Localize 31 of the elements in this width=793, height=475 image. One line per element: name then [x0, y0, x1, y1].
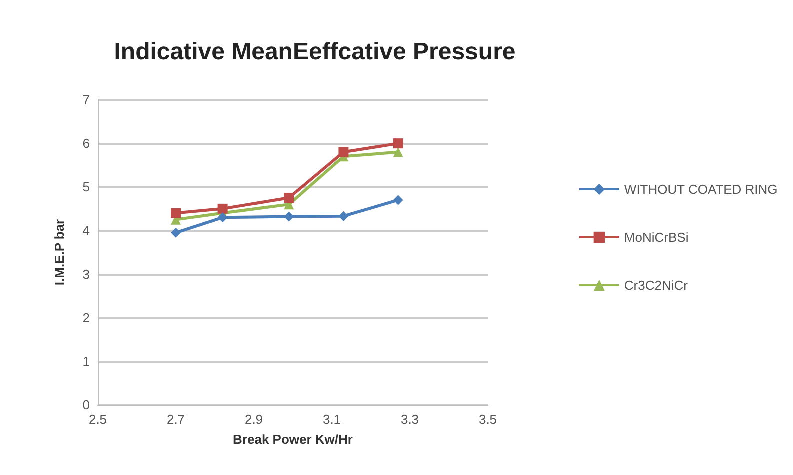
- y-tick-label: 6: [82, 136, 90, 152]
- y-tick-label: 4: [82, 223, 90, 238]
- point: [393, 147, 404, 158]
- legend-label: Cr3C2NiCr: [624, 278, 689, 293]
- y-tick-label: 5: [82, 180, 90, 195]
- point: [393, 138, 404, 149]
- point: [218, 204, 228, 214]
- point: [284, 193, 294, 204]
- x-axis-title: Break Power Kw/Hr: [233, 432, 353, 447]
- y-tick-label: 0: [82, 398, 90, 412]
- x-tick-label: 3.1: [322, 412, 342, 427]
- x-tick-label: 2.5: [88, 412, 108, 427]
- legend-label: WITHOUT COATED RING: [624, 182, 778, 197]
- chart-title: Indicative MeanEeffcative Pressure: [114, 38, 516, 66]
- y-tick-label: 1: [82, 354, 90, 369]
- point: [171, 228, 181, 238]
- x-tick-label: 3.3: [400, 412, 420, 427]
- x-tick-label: 2.9: [244, 412, 264, 427]
- y-tick-label: 2: [82, 310, 90, 326]
- point: [171, 208, 181, 218]
- point: [284, 212, 294, 222]
- x-tick-label: 3.5: [478, 412, 498, 427]
- point: [218, 212, 228, 223]
- point: [393, 195, 404, 206]
- point: [338, 147, 349, 158]
- legend-label: MoNiCrBSi: [624, 230, 689, 245]
- y-tick-label: 7: [82, 92, 90, 108]
- x-tick-label: 2.7: [166, 412, 186, 427]
- point: [338, 211, 349, 222]
- y-axis-title: I.M.E.P bar: [52, 219, 67, 286]
- y-tick-label: 3: [82, 266, 90, 282]
